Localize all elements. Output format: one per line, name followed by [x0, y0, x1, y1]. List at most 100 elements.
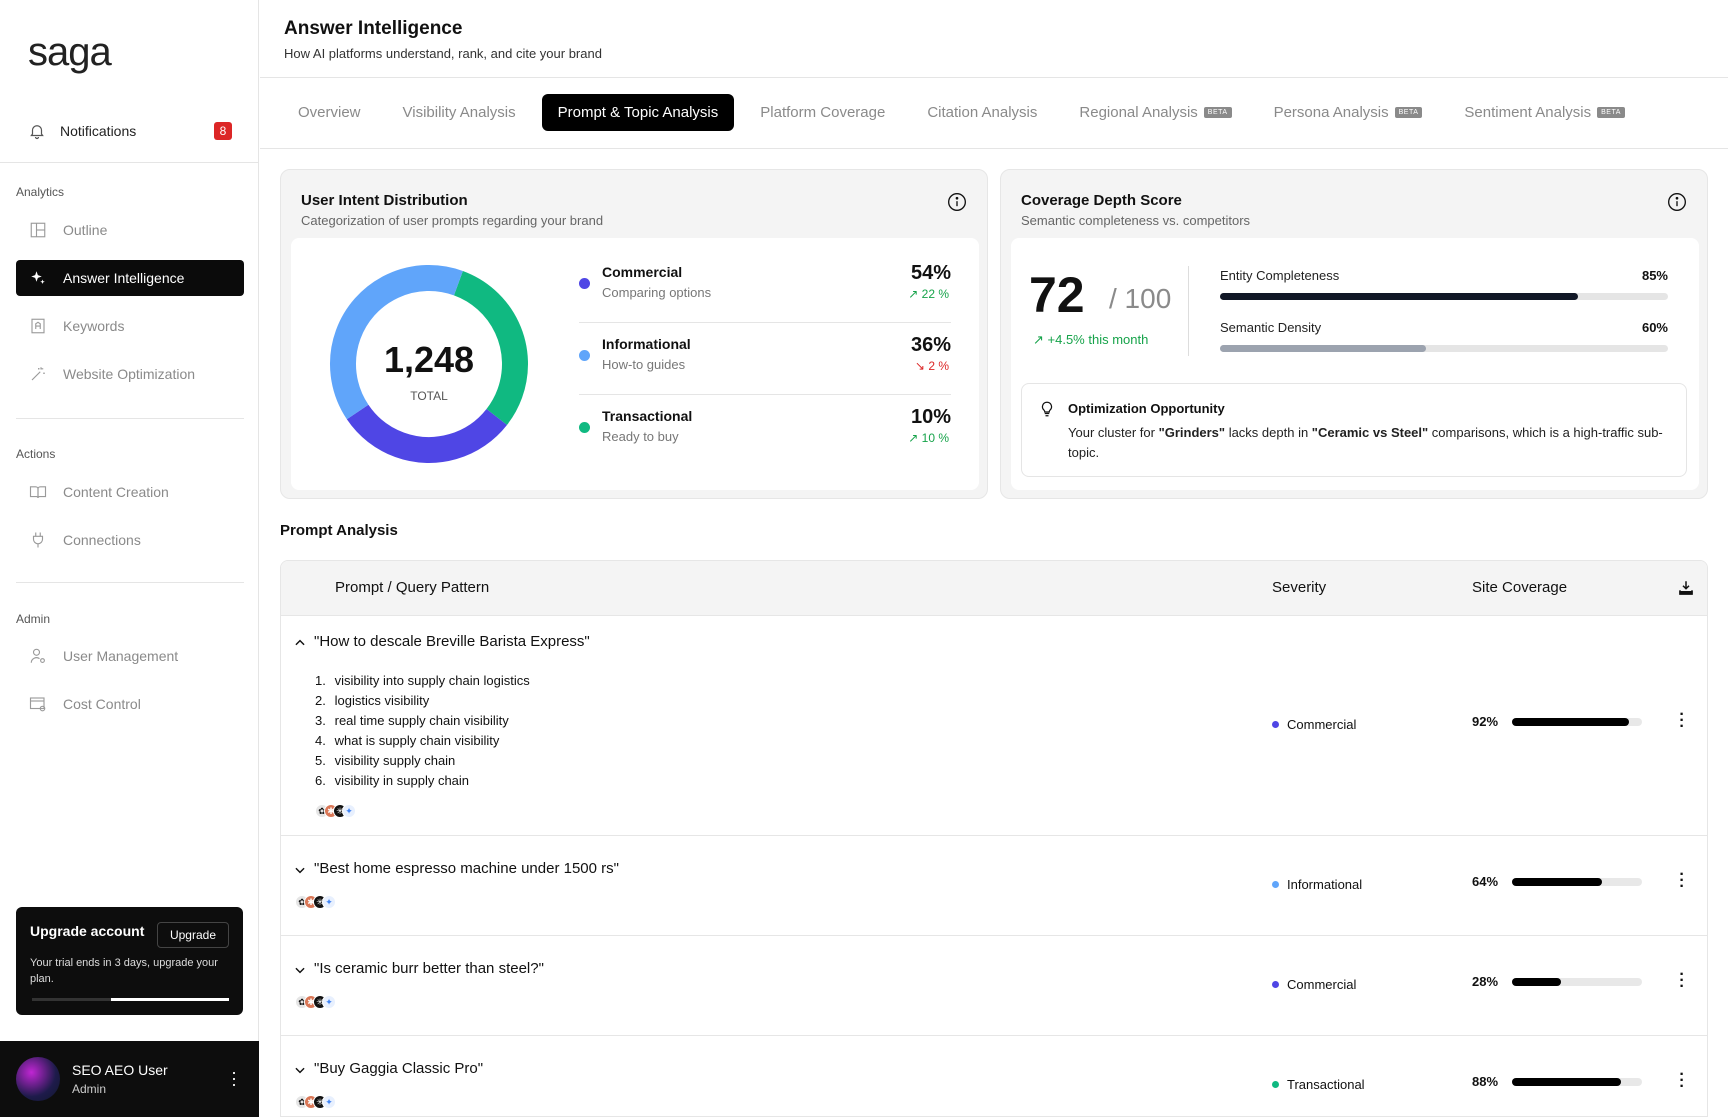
- opportunity-text-part: Your cluster for: [1068, 425, 1159, 440]
- metric-label: Entity Completeness: [1220, 268, 1340, 283]
- column-header-severity[interactable]: Severity: [1272, 579, 1327, 596]
- sidebar-item-label: Keywords: [63, 318, 125, 334]
- divider: [1188, 266, 1189, 356]
- row-menu-icon[interactable]: · · ·: [1679, 706, 1685, 735]
- tab-label: Sentiment Analysis: [1464, 104, 1592, 121]
- intent-donut-chart: 1,248 TOTAL: [330, 265, 528, 463]
- row-menu-icon[interactable]: · · ·: [1679, 966, 1685, 995]
- notifications-label: Notifications: [60, 123, 137, 139]
- coverage-bar: [1512, 877, 1642, 886]
- metric-value: 60%: [1641, 320, 1668, 335]
- sidebar-item-cost-control[interactable]: Cost Control: [16, 686, 244, 722]
- notifications-button[interactable]: Notifications 8: [16, 116, 244, 146]
- tab-overview[interactable]: Overview: [282, 94, 377, 131]
- coverage-bar: [1512, 977, 1642, 986]
- intent-name: Informational: [602, 336, 691, 352]
- divider: [579, 322, 951, 323]
- saga-logo[interactable]: saga: [28, 30, 112, 74]
- coverage-score: 72: [1029, 267, 1085, 323]
- sidebar-item-answer-intelligence[interactable]: Answer Intelligence: [16, 260, 244, 296]
- sidebar-item-user-management[interactable]: User Management: [16, 638, 244, 674]
- table-row[interactable]: "Is ceramic burr better than steel?" ✿ ✱…: [281, 936, 1707, 1036]
- table-row[interactable]: "Buy Gaggia Classic Pro" ✿ ✱ ✳ ✦ Transac…: [281, 1036, 1707, 1116]
- coverage-depth-score-card: Coverage Depth Score Semantic completene…: [1000, 169, 1708, 499]
- metric-bar: [1220, 345, 1668, 352]
- intent-change-value: 10 %: [921, 431, 949, 445]
- intent-panel: 1,248 TOTAL Commercial Comparing options…: [291, 238, 979, 490]
- sidebar-item-connections[interactable]: Connections: [16, 522, 244, 558]
- table-row[interactable]: "How to descale Breville Barista Express…: [281, 616, 1707, 836]
- tab-prompt-topic-analysis[interactable]: Prompt & Topic Analysis: [541, 94, 735, 131]
- beta-badge: BETA: [1597, 107, 1625, 118]
- tab-platform-coverage[interactable]: Platform Coverage: [744, 94, 901, 131]
- plug-icon: [32, 532, 44, 548]
- column-header-prompt[interactable]: Prompt / Query Pattern: [335, 579, 490, 596]
- row-menu-icon[interactable]: · · ·: [1679, 866, 1685, 895]
- sidebar-item-keywords[interactable]: Keywords: [16, 308, 244, 344]
- card-subtitle: Categorization of user prompts regarding…: [301, 213, 604, 228]
- prompt-text: "Best home espresso machine under 1500 r…: [314, 860, 619, 877]
- query-text: what is supply chain visibility: [334, 733, 500, 748]
- sidebar-item-label: Connections: [63, 532, 141, 548]
- tab-regional-analysis[interactable]: Regional Analysis BETA: [1063, 94, 1247, 131]
- lightbulb-icon: [1041, 401, 1053, 417]
- query-text: logistics visibility: [334, 693, 430, 708]
- upgrade-button[interactable]: Upgrade: [156, 922, 229, 948]
- avatar: [16, 1057, 60, 1101]
- legend-dot: [579, 422, 590, 433]
- user-role: Admin: [72, 1082, 107, 1096]
- query-text: visibility into supply chain logistics: [334, 673, 530, 688]
- more-vertical-icon[interactable]: · · ·: [231, 1062, 237, 1094]
- chevron-up-icon[interactable]: [293, 636, 307, 650]
- tab-label: Prompt & Topic Analysis: [557, 104, 719, 121]
- list-item: 2. logistics visibility: [315, 693, 430, 708]
- coverage-score-max: / 100: [1109, 283, 1172, 314]
- intent-row-transactional: Transactional Ready to buy 10% ↗ 10 %: [579, 394, 951, 464]
- tab-citation-analysis[interactable]: Citation Analysis: [911, 94, 1053, 131]
- optimization-opportunity-box: Optimization Opportunity Your cluster fo…: [1021, 383, 1687, 477]
- coverage-value: 64%: [1472, 874, 1499, 889]
- sidebar-item-label: Answer Intelligence: [63, 270, 185, 286]
- list-item: 3. real time supply chain visibility: [315, 713, 509, 728]
- tab-sentiment-analysis[interactable]: Sentiment Analysis BETA: [1448, 94, 1641, 131]
- coverage-bar-fill: [1512, 1077, 1622, 1086]
- tab-bar: Overview Visibility Analysis Prompt & To…: [282, 94, 1651, 131]
- book-icon: [29, 486, 47, 499]
- upgrade-title: Upgrade account: [30, 923, 145, 939]
- sidebar-item-website-optimization[interactable]: Website Optimization: [16, 356, 244, 392]
- intent-change: ↗ 22 %: [908, 287, 949, 301]
- intent-change: ↗ 10 %: [908, 431, 949, 445]
- row-menu-icon[interactable]: · · ·: [1679, 1066, 1685, 1095]
- table-row[interactable]: "Best home espresso machine under 1500 r…: [281, 836, 1707, 936]
- user-profile[interactable]: SEO AEO User Admin · · ·: [0, 1041, 259, 1117]
- list-item: 6. visibility in supply chain: [315, 773, 470, 788]
- column-header-coverage[interactable]: Site Coverage: [1472, 579, 1568, 596]
- sidebar-item-label: Website Optimization: [63, 366, 196, 382]
- chevron-down-icon[interactable]: [293, 1063, 307, 1077]
- tab-persona-analysis[interactable]: Persona Analysis BETA: [1258, 94, 1439, 131]
- coverage-value: 88%: [1472, 1074, 1499, 1089]
- info-icon[interactable]: [947, 192, 967, 212]
- list-item: 4. what is supply chain visibility: [315, 733, 500, 748]
- chevron-down-icon[interactable]: [293, 863, 307, 877]
- chevron-down-icon[interactable]: [293, 963, 307, 977]
- table-header: Prompt / Query Pattern Severity Site Cov…: [281, 561, 1707, 616]
- info-icon[interactable]: [1667, 192, 1687, 212]
- coverage-bar-fill: [1512, 977, 1562, 986]
- user-gear-icon: [30, 648, 45, 663]
- main-content: Answer Intelligence How AI platforms und…: [260, 0, 1728, 1117]
- severity-badge: Transactional: [1272, 1077, 1365, 1092]
- sidebar-item-content-creation[interactable]: Content Creation: [16, 474, 244, 510]
- tab-visibility-analysis[interactable]: Visibility Analysis: [387, 94, 532, 131]
- sparkle-icon: [31, 271, 45, 284]
- download-icon[interactable]: [1677, 579, 1695, 597]
- window-gear-icon: [29, 697, 46, 712]
- sidebar-item-outline[interactable]: Outline: [16, 212, 244, 248]
- coverage-value: 92%: [1472, 714, 1499, 729]
- query-list: 1. visibility into supply chain logistic…: [315, 671, 530, 791]
- coverage-value: 28%: [1472, 974, 1499, 989]
- divider: [260, 148, 1728, 149]
- gemini-icon: ✦: [322, 895, 336, 909]
- user-intent-distribution-card: User Intent Distribution Categorization …: [280, 169, 988, 499]
- sidebar-item-label: Outline: [63, 222, 108, 238]
